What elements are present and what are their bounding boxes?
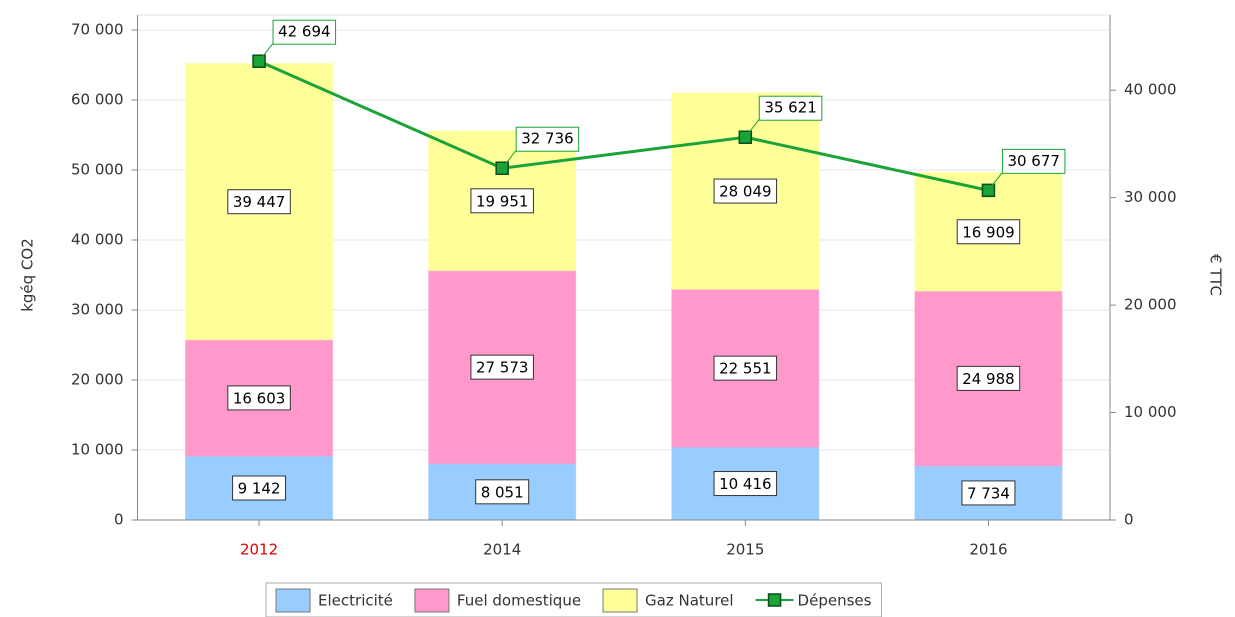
y-tick-label: 10 000 <box>71 441 124 459</box>
value-label-text: 10 416 <box>719 475 772 493</box>
legend-item: Gaz Naturel <box>602 588 734 613</box>
value-label-text: 19 951 <box>476 192 529 210</box>
value-label-text: 39 447 <box>233 193 286 211</box>
legend-swatch <box>414 588 450 613</box>
value-label: 16 909 <box>956 219 1021 245</box>
value-label-box <box>961 480 1016 506</box>
value-label-text: 7 734 <box>967 484 1010 502</box>
value-label-text: 16 909 <box>962 223 1015 241</box>
value-label-text: 27 573 <box>476 359 529 377</box>
value-label: 22 551 <box>713 355 778 381</box>
value-label-box <box>475 479 530 505</box>
y-tick-label: 60 000 <box>71 91 124 109</box>
value-label: 19 951 <box>470 188 534 214</box>
value-label-text: 22 551 <box>719 360 772 378</box>
line-value-box <box>1001 148 1066 174</box>
line-value-text: 30 677 <box>1007 152 1060 170</box>
value-label-box <box>227 385 291 411</box>
value-label-text: 28 049 <box>719 183 772 201</box>
y2-axis-label: € TTC <box>1207 254 1225 296</box>
y-tick-label: 0 <box>114 511 124 529</box>
y-tick-label: 40 000 <box>71 231 124 249</box>
value-label-box <box>713 355 778 381</box>
line-value-label: 30 677 <box>1001 148 1066 174</box>
y-tick-label: 30 000 <box>71 301 124 319</box>
value-label-box <box>713 178 778 204</box>
legend-item: Electricité <box>275 588 393 613</box>
x-tick-label: 2015 <box>726 541 764 559</box>
legend-label: Electricité <box>318 592 393 610</box>
value-label: 24 988 <box>956 365 1021 391</box>
value-label-text: 16 603 <box>233 389 286 407</box>
x-tick-label: 2014 <box>483 541 521 559</box>
value-label: 8 051 <box>475 479 530 505</box>
line-value-box <box>272 19 337 45</box>
y2-tick-label: 20 000 <box>1124 296 1177 314</box>
y-tick-label: 50 000 <box>71 161 124 179</box>
legend-item: Fuel domestique <box>414 588 581 613</box>
line-value-box <box>515 126 580 152</box>
y2-tick-label: 40 000 <box>1124 81 1177 99</box>
value-label: 27 573 <box>470 354 534 380</box>
value-label: 7 734 <box>961 480 1016 506</box>
value-label: 10 416 <box>713 471 778 497</box>
value-label-box <box>956 365 1021 391</box>
line-value-text: 32 736 <box>521 130 574 148</box>
legend-swatch <box>275 588 311 613</box>
y-axis-label: kgéq CO2 <box>19 238 37 312</box>
y2-tick-label: 0 <box>1124 511 1134 529</box>
line-value-box <box>758 95 823 121</box>
line-value-label: 32 736 <box>515 126 580 152</box>
legend: Electricité Fuel domestique Gaz Naturel Dép… <box>265 582 882 617</box>
line-value-text: 35 621 <box>764 99 817 117</box>
value-label-text: 24 988 <box>962 370 1015 388</box>
legend-swatch <box>602 588 638 613</box>
x-tick-label: 2016 <box>969 541 1007 559</box>
value-label: 39 447 <box>227 189 291 215</box>
y2-tick-label: 10 000 <box>1124 403 1177 421</box>
legend-item: Dépenses <box>755 592 872 610</box>
legend-label: Dépenses <box>798 592 872 610</box>
value-label-box <box>470 354 534 380</box>
value-label-box <box>956 219 1021 245</box>
y-tick-label: 70 000 <box>71 21 124 39</box>
line-value-label: 42 694 <box>272 19 337 45</box>
label-leader <box>258 42 274 62</box>
value-label-text: 9 142 <box>238 480 281 498</box>
line-value-label: 35 621 <box>758 95 823 121</box>
x-tick-label: 2012 <box>240 541 278 559</box>
value-label-box <box>470 188 534 214</box>
value-label: 16 603 <box>227 385 291 411</box>
value-label: 28 049 <box>713 178 778 204</box>
label-leader <box>744 118 760 138</box>
y-tick-label: 20 000 <box>71 371 124 389</box>
value-label-box <box>232 475 287 501</box>
label-leader <box>501 149 517 169</box>
legend-label: Gaz Naturel <box>645 592 734 610</box>
line-value-text: 42 694 <box>278 23 331 41</box>
value-label-text: 8 051 <box>481 483 524 501</box>
label-leader <box>988 172 1003 191</box>
value-label-box <box>227 189 291 215</box>
y2-tick-label: 30 000 <box>1124 188 1177 206</box>
value-label: 9 142 <box>232 475 287 501</box>
line-series <box>258 59 989 192</box>
legend-marker <box>767 593 782 607</box>
value-label-box <box>713 471 778 497</box>
legend-label: Fuel domestique <box>457 592 581 610</box>
